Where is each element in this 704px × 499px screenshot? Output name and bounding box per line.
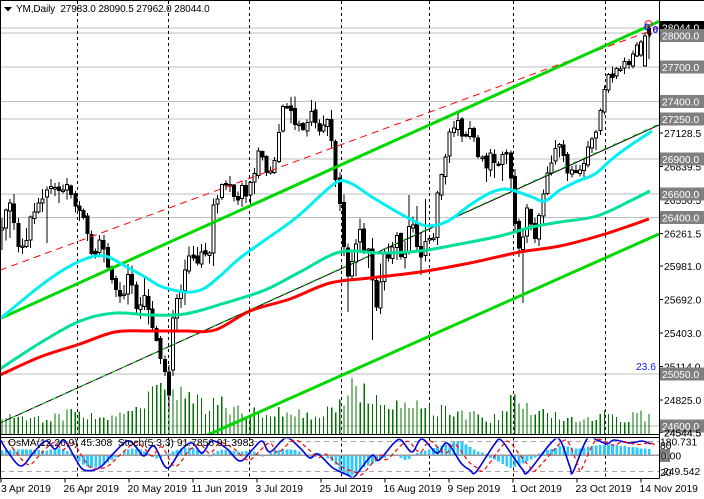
svg-text:OsMA(12,26,9) 45.308 Stoch(5,: OsMA(12,26,9) 45.308 Stoch(5,3,3) 91.785… [8,438,254,449]
svg-text:26600.0: 26600.0 [662,190,699,201]
svg-text:24825.0: 24825.0 [664,396,701,407]
svg-text:23 Oct 2019: 23 Oct 2019 [576,484,632,495]
svg-text:0.00: 0.00 [661,452,681,463]
svg-text:26400.0: 26400.0 [662,214,699,225]
svg-text:14 Nov 2019: 14 Nov 2019 [640,484,699,495]
svg-text:80: 80 [660,441,672,452]
svg-text:26839.5: 26839.5 [664,163,701,174]
svg-text:0: 0 [653,24,659,36]
svg-text:28000.0: 28000.0 [662,32,699,43]
svg-text:25692.0: 25692.0 [664,296,701,307]
svg-text:3 Apr 2019: 3 Apr 2019 [1,484,51,495]
svg-text:24600.0: 24600.0 [662,422,699,433]
svg-text:180.731: 180.731 [660,438,697,449]
svg-text:0: 0 [662,452,668,463]
svg-text:26550.5: 26550.5 [664,196,701,207]
svg-text:25403.0: 25403.0 [664,329,701,340]
svg-text:25981.0: 25981.0 [664,262,701,273]
svg-text:1 Oct 2019: 1 Oct 2019 [512,484,563,495]
svg-text:27250.0: 27250.0 [662,115,699,126]
svg-text:24544.5: 24544.5 [664,429,701,440]
svg-text:26261.5: 26261.5 [664,230,701,241]
svg-text:26 Apr 2019: 26 Apr 2019 [64,484,120,495]
svg-text:0: 0 [644,22,650,34]
svg-text:27128.5: 27128.5 [664,129,701,140]
svg-text:249.542: 249.542 [663,467,700,478]
svg-text:9 Sep 2019: 9 Sep 2019 [448,484,501,495]
svg-text:27700.0: 27700.0 [662,63,699,74]
svg-text:25 Jul 2019: 25 Jul 2019 [320,484,374,495]
svg-text:20 May 2019: 20 May 2019 [128,484,188,495]
svg-text:YM,Daily 27983.0 28090.5 2796: YM,Daily 27983.0 28090.5 27962.0 28044.0 [16,4,210,15]
svg-text:27400.0: 27400.0 [662,98,699,109]
svg-text:23.6: 23.6 [636,362,656,373]
svg-text:25050.0: 25050.0 [662,370,699,381]
svg-text:24544.5: 24544.5 [664,429,701,440]
svg-text:11 Jun 2019: 11 Jun 2019 [192,484,248,495]
svg-text:3 Jul 2019: 3 Jul 2019 [256,484,304,495]
svg-text:20: 20 [660,468,672,479]
svg-text:16 Aug 2019: 16 Aug 2019 [384,484,442,495]
svg-text:26900.0: 26900.0 [662,155,699,166]
